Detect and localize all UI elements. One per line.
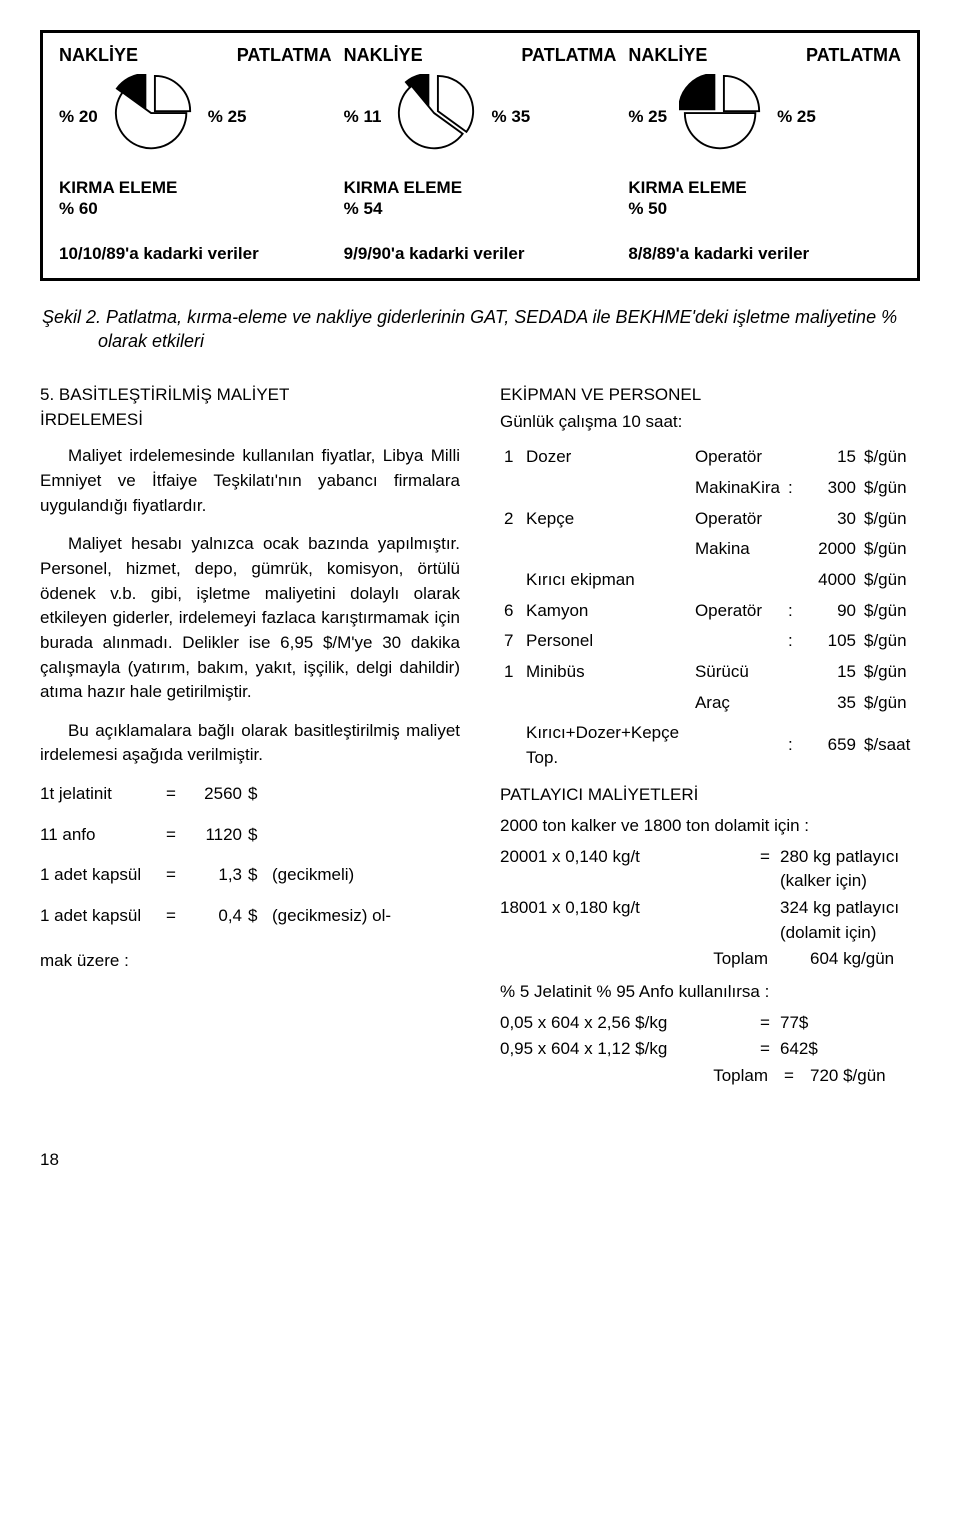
cost-list: 1t jelatinit=2560$ 11 anfo=1120$ 1 adet ka… (40, 782, 460, 943)
table-row: 7 Personel : 105 $/gün (500, 626, 920, 657)
chart-panel: NAKLİYE PATLATMA % 20 % 25 KIRMA ELEME% … (40, 30, 920, 281)
calc-row: 18001 x 0,180 kg/t 324 kg patlayıcı(dola… (500, 896, 920, 945)
cost-line: 11 anfo=1120$ (40, 823, 460, 848)
chart-column: NAKLİYE PATLATMA % 20 % 25 KIRMA ELEME% … (53, 45, 338, 220)
nakliye-pct: % 20 (59, 107, 98, 127)
cost-line: 1 adet kapsül=0,4$(gecikmesiz) ol- (40, 904, 460, 929)
table-row: 2 Kepçe Operatör 30 $/gün (500, 504, 920, 535)
paragraph: Bu açıklamalara bağlı olarak basitleştir… (40, 719, 460, 768)
chart-caption: 10/10/89'a kadarki veriler (53, 244, 338, 264)
patlatma-header: PATLATMA (237, 45, 332, 66)
nakliye-header: NAKLİYE (59, 45, 138, 66)
table-row: 1 Dozer Operatör 15 $/gün (500, 442, 920, 473)
kirma-label: KIRMA ELEME% 50 (628, 177, 901, 220)
patlatma-header: PATLATMA (521, 45, 616, 66)
chart-caption: 9/9/90'a kadarki veriler (338, 244, 623, 264)
kirma-label: KIRMA ELEME% 54 (344, 177, 617, 220)
left-column: 5. BASİTLEŞTİRİLMİŞ MALİYET İRDELEMESİ M… (40, 383, 460, 1090)
page-number: 18 (40, 1150, 920, 1170)
nakliye-pct: % 25 (628, 107, 667, 127)
table-row: 6 Kamyon Operatör : 90 $/gün (500, 596, 920, 627)
calc-row: Toplam 604 kg/gün (500, 947, 920, 972)
section-heading: 5. BASİTLEŞTİRİLMİŞ MALİYET İRDELEMESİ (40, 383, 460, 432)
trailer-line: mak üzere : (40, 949, 460, 974)
mix-line: % 5 Jelatinit % 95 Anfo kullanılırsa : (500, 980, 920, 1005)
right-column: EKİPMAN VE PERSONEL Günlük çalışma 10 sa… (500, 383, 920, 1090)
calc-row: 0,95 x 604 x 1,12 $/kg = 642$ (500, 1037, 920, 1062)
chart-column: NAKLİYE PATLATMA % 25 % 25 KIRMA ELEME% … (622, 45, 907, 220)
patlatma-header: PATLATMA (806, 45, 901, 66)
explosive-intro: 2000 ton kalker ve 1800 ton dolamit için… (500, 814, 920, 839)
table-row: Kırıcı+Dozer+Kepçe Top. : 659 $/saat (500, 718, 920, 773)
equipment-table: 1 Dozer Operatör 15 $/gün MakinaKira : 3… (500, 442, 920, 773)
kirma-label: KIRMA ELEME% 60 (59, 177, 332, 220)
pie-chart (110, 74, 196, 159)
patlatma-pct: % 25 (777, 107, 816, 127)
paragraph: Maliyet irdelemesinde kullanılan fiyatla… (40, 444, 460, 518)
explosive-heading: PATLAYICI MALİYETLERİ (500, 783, 920, 808)
table-row: 1 Minibüs Sürücü 15 $/gün (500, 657, 920, 688)
table-row: Makina 2000 $/gün (500, 534, 920, 565)
patlatma-pct: % 35 (491, 107, 530, 127)
equip-heading: EKİPMAN VE PERSONEL (500, 383, 920, 408)
nakliye-header: NAKLİYE (344, 45, 423, 66)
cost-line: 1 adet kapsül=1,3$(gecikmeli) (40, 863, 460, 888)
pie-chart (679, 74, 765, 159)
patlatma-pct: % 25 (208, 107, 247, 127)
calc-row: 20001 x 0,140 kg/t = 280 kg patlayıcı(ka… (500, 845, 920, 894)
figure-caption: Şekil 2. Patlatma, kırma-eleme ve nakliy… (96, 305, 920, 354)
chart-caption: 8/8/89'a kadarki veriler (622, 244, 907, 264)
calc-row: 0,05 x 604 x 2,56 $/kg = 77$ (500, 1011, 920, 1036)
table-row: Araç 35 $/gün (500, 688, 920, 719)
cost-line: 1t jelatinit=2560$ (40, 782, 460, 807)
chart-column: NAKLİYE PATLATMA % 11 % 35 KIRMA ELEME% … (338, 45, 623, 220)
nakliye-header: NAKLİYE (628, 45, 707, 66)
pie-chart (393, 74, 479, 159)
table-row: Kırıcı ekipman 4000 $/gün (500, 565, 920, 596)
equip-sub: Günlük çalışma 10 saat: (500, 410, 920, 435)
nakliye-pct: % 11 (344, 107, 382, 127)
paragraph: Maliyet hesabı yalnızca ocak bazında yap… (40, 532, 460, 704)
calc-row: Toplam = 720 $/gün (500, 1064, 920, 1089)
table-row: MakinaKira : 300 $/gün (500, 473, 920, 504)
